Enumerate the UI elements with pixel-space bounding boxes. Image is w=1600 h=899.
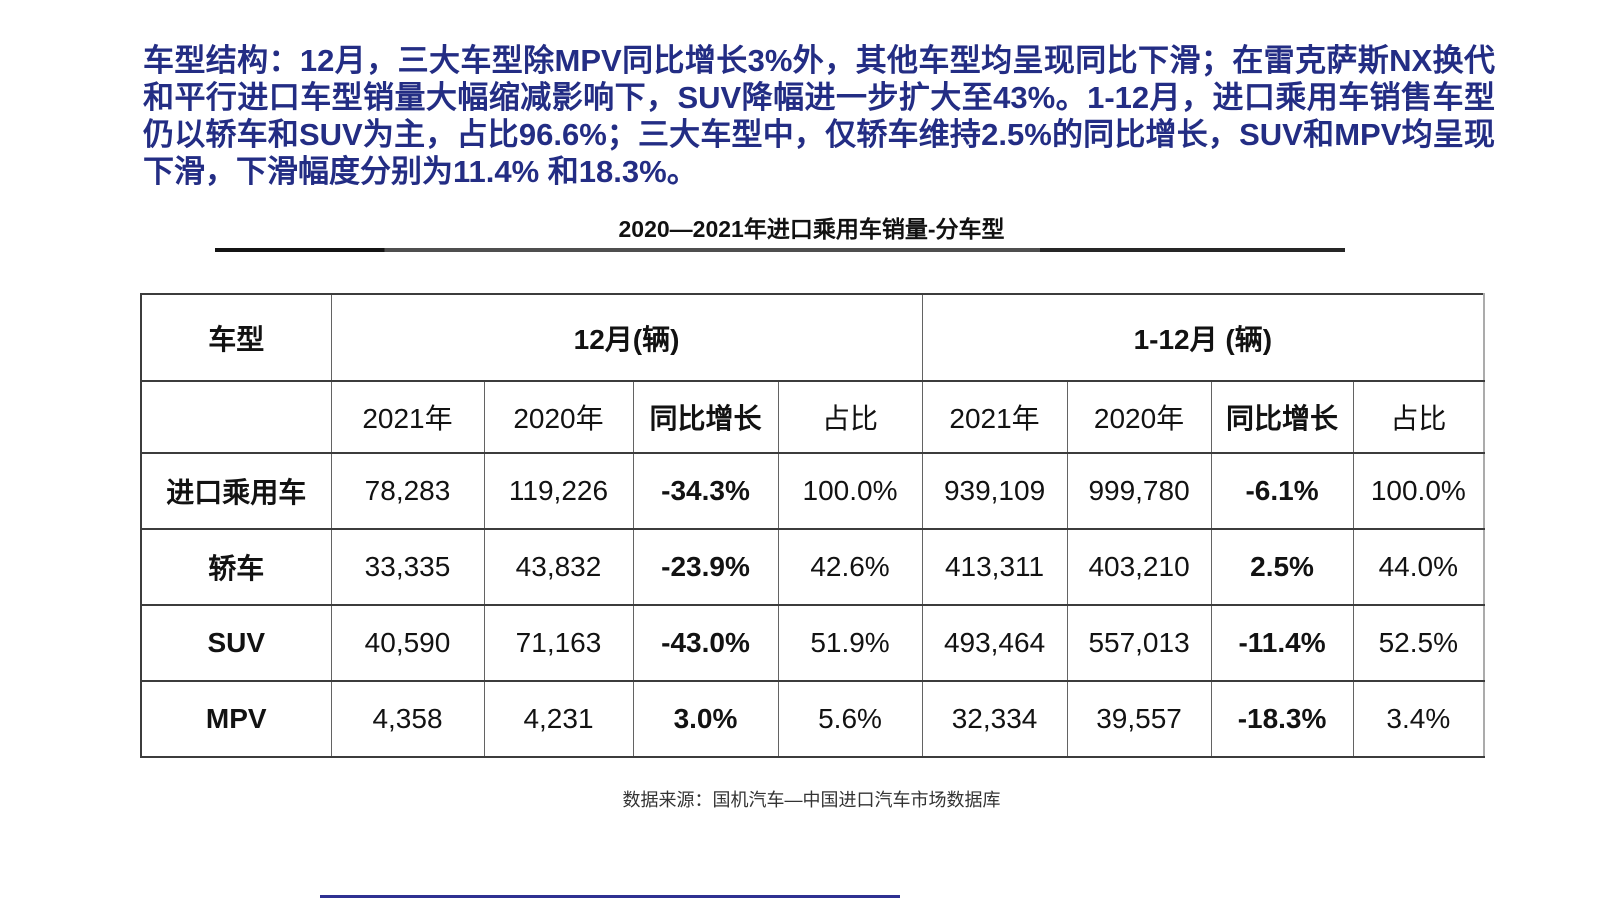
table-title-wrap: 2020—2021年进口乘用车销量-分车型 — [140, 210, 1483, 244]
summary-paragraph: 车型结构：12月，三大车型除MPV同比增长3%外，其他车型均呈现同比下滑；在雷克… — [143, 43, 1495, 189]
subheader-share-month: 占比 — [777, 380, 923, 454]
cell-yoy-ytd: 2.5% — [1210, 528, 1354, 606]
cell-yoy-month: -34.3% — [632, 452, 779, 530]
cell-2020-month: 43,832 — [483, 528, 634, 606]
table-row-total: 进口乘用车 78,283 119,226 -34.3% 100.0% 939,1… — [140, 452, 1486, 530]
subheader-2021-ytd: 2021年 — [921, 380, 1068, 454]
cell-share-ytd: 3.4% — [1352, 680, 1486, 758]
subheader-share-ytd: 占比 — [1352, 380, 1486, 454]
subheader-2021-month: 2021年 — [330, 380, 485, 454]
cell-share-ytd: 44.0% — [1352, 528, 1486, 606]
cell-2020-ytd: 403,210 — [1066, 528, 1212, 606]
cell-2021-month: 78,283 — [330, 452, 485, 530]
cell-yoy-ytd: -6.1% — [1210, 452, 1354, 530]
header-month-group: 12月(辆) — [330, 293, 923, 382]
subheader-empty — [140, 380, 332, 454]
cell-2020-month: 71,163 — [483, 604, 634, 682]
cell-2021-month: 33,335 — [330, 528, 485, 606]
cell-2021-ytd: 32,334 — [921, 680, 1068, 758]
cell-2021-ytd: 939,109 — [921, 452, 1068, 530]
table-row-mpv: MPV 4,358 4,231 3.0% 5.6% 32,334 39,557 … — [140, 680, 1486, 758]
cell-yoy-month: 3.0% — [632, 680, 779, 758]
cell-share-ytd: 52.5% — [1352, 604, 1486, 682]
row-label: MPV — [140, 680, 332, 758]
table-row-sedan: 轿车 33,335 43,832 -23.9% 42.6% 413,311 40… — [140, 528, 1486, 606]
cell-share-ytd: 100.0% — [1352, 452, 1486, 530]
sales-table: 车型 12月(辆) 1-12月 (辆) 2021年 2020年 同比增长 占比 … — [140, 293, 1486, 758]
subheader-2020-ytd: 2020年 — [1066, 380, 1212, 454]
cell-2021-month: 4,358 — [330, 680, 485, 758]
cell-2020-month: 4,231 — [483, 680, 634, 758]
header-ytd-group: 1-12月 (辆) — [921, 293, 1486, 382]
cell-yoy-ytd: -18.3% — [1210, 680, 1354, 758]
table-group-header-row: 车型 12月(辆) 1-12月 (辆) — [140, 293, 1486, 382]
title-underline — [215, 248, 1345, 252]
bottom-accent-line — [320, 895, 900, 898]
cell-share-month: 5.6% — [777, 680, 923, 758]
row-label: SUV — [140, 604, 332, 682]
cell-yoy-month: -23.9% — [632, 528, 779, 606]
table-row-suv: SUV 40,590 71,163 -43.0% 51.9% 493,464 5… — [140, 604, 1486, 682]
cell-2020-ytd: 999,780 — [1066, 452, 1212, 530]
source-note: 数据来源：国机汽车—中国进口汽车市场数据库 — [622, 790, 1001, 810]
row-label: 轿车 — [140, 528, 332, 606]
cell-yoy-ytd: -11.4% — [1210, 604, 1354, 682]
cell-2021-month: 40,590 — [330, 604, 485, 682]
cell-2020-ytd: 557,013 — [1066, 604, 1212, 682]
cell-2020-month: 119,226 — [483, 452, 634, 530]
cell-share-month: 51.9% — [777, 604, 923, 682]
subheader-yoy-month: 同比增长 — [632, 380, 779, 454]
table-title: 2020—2021年进口乘用车销量-分车型 — [618, 216, 1005, 242]
subheader-yoy-ytd: 同比增长 — [1210, 380, 1354, 454]
cell-yoy-month: -43.0% — [632, 604, 779, 682]
subheader-2020-month: 2020年 — [483, 380, 634, 454]
cell-2021-ytd: 493,464 — [921, 604, 1068, 682]
table-sub-header-row: 2021年 2020年 同比增长 占比 2021年 2020年 同比增长 占比 — [140, 380, 1486, 454]
cell-2021-ytd: 413,311 — [921, 528, 1068, 606]
cell-2020-ytd: 39,557 — [1066, 680, 1212, 758]
header-vehicle-type: 车型 — [140, 293, 332, 382]
cell-share-month: 100.0% — [777, 452, 923, 530]
cell-share-month: 42.6% — [777, 528, 923, 606]
sales-table-wrap: 车型 12月(辆) 1-12月 (辆) 2021年 2020年 同比增长 占比 … — [140, 293, 1486, 758]
row-label: 进口乘用车 — [140, 452, 332, 530]
